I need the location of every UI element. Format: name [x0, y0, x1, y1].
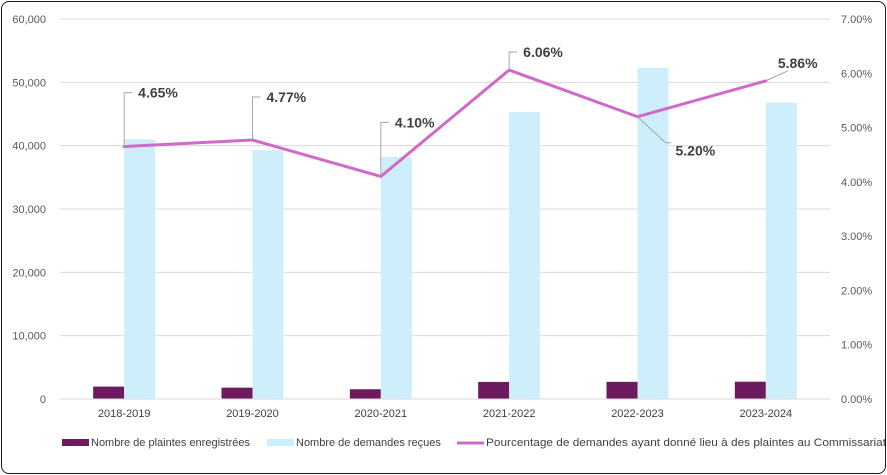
bar-complaints: [221, 387, 253, 399]
data-label: 4.65%: [138, 85, 178, 101]
data-label: 5.86%: [778, 55, 818, 71]
y-left-tick-label: 50,000: [12, 77, 46, 89]
x-tick-label: 2019-2020: [226, 408, 279, 420]
leader-line: [637, 116, 672, 144]
y-right-tick-label: 4.00%: [841, 177, 872, 189]
legend-label: Nombre de plaintes enregistrées: [91, 437, 250, 449]
bar-complaints: [349, 389, 381, 399]
bar-complaints: [734, 381, 766, 399]
legend-item-percentage: Pourcentage de demandes ayant donné lieu…: [457, 437, 886, 449]
x-tick-label: 2020-2021: [355, 408, 408, 420]
leader-line: [123, 92, 133, 147]
data-label: 5.20%: [676, 143, 716, 159]
legend: Nombre de plaintes enregistrées Nombre de…: [62, 437, 886, 449]
y-left-tick-label: 30,000: [12, 204, 46, 216]
bar-complaints: [606, 381, 638, 399]
bar-requests: [509, 112, 541, 399]
y-right-tick-label: 3.00%: [841, 231, 872, 243]
y-right-tick-label: 5.00%: [841, 123, 872, 135]
gridlines: [60, 18, 830, 337]
percentage-line: [122, 68, 768, 178]
x-tick-label: 2021-2022: [483, 408, 536, 420]
legend-label: Nombre de demandes reçues: [296, 437, 441, 449]
data-labels: 4.65% 4.77% 4.10% 6.06% 5.20% 5.86%: [123, 44, 818, 177]
axes: 0 10,000 20,000 30,000 40,000 50,000 60,000 0.0…: [12, 14, 872, 420]
leader-line: [380, 121, 389, 177]
legend-item-complaints: Nombre de plaintes enregistrées: [62, 437, 250, 449]
legend-swatch: [267, 439, 294, 446]
x-tick-label: 2023-2024: [740, 408, 793, 420]
y-right-tick-label: 0.00%: [841, 394, 872, 406]
bars: [93, 67, 797, 400]
bar-requests: [124, 139, 156, 400]
x-tick-label: 2018-2019: [98, 408, 151, 420]
y-right-tick-label: 1.00%: [841, 340, 872, 352]
y-left-tick-label: 40,000: [12, 141, 46, 153]
y-right-tick-label: 7.00%: [841, 14, 872, 26]
y-left-tick-label: 0: [40, 394, 46, 406]
leader-line: [765, 70, 789, 82]
data-label: 4.10%: [395, 114, 435, 130]
bar-requests: [252, 150, 284, 399]
y-left-tick-label: 10,000: [12, 331, 46, 343]
bar-requests: [380, 157, 412, 399]
y-right-tick-label: 6.00%: [841, 68, 872, 80]
leader-line: [252, 96, 261, 141]
legend-label: Pourcentage de demandes ayant donné lieu…: [486, 437, 886, 449]
y-left-tick-label: 60,000: [12, 14, 46, 26]
y-left-tick-label: 20,000: [12, 267, 46, 279]
bar-complaints: [478, 381, 510, 399]
leader-line: [508, 51, 518, 71]
legend-swatch: [62, 439, 89, 446]
data-label: 6.06%: [523, 44, 563, 60]
bar-requests: [637, 67, 669, 400]
bar-complaints: [93, 386, 125, 399]
data-label: 4.77%: [267, 89, 307, 105]
legend-item-requests: Nombre de demandes reçues: [267, 437, 441, 449]
x-tick-label: 2022-2023: [611, 408, 664, 420]
y-right-tick-label: 2.00%: [841, 285, 872, 297]
percentage-line-path: [122, 68, 768, 178]
bar-requests: [765, 102, 797, 399]
